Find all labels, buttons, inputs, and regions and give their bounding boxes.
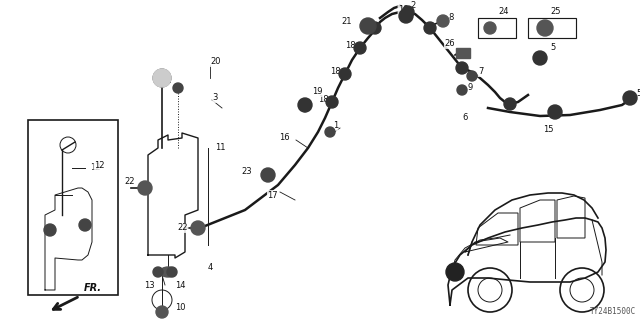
Circle shape (153, 69, 171, 87)
Circle shape (261, 168, 275, 182)
Circle shape (424, 22, 436, 34)
Circle shape (402, 6, 414, 18)
Text: 23: 23 (241, 167, 252, 177)
Circle shape (325, 127, 335, 137)
Circle shape (484, 22, 496, 34)
Text: 5: 5 (550, 44, 556, 52)
Text: 18: 18 (345, 42, 356, 51)
Text: 7: 7 (478, 68, 483, 76)
Text: 22: 22 (177, 223, 188, 233)
Text: 10: 10 (175, 303, 186, 313)
Text: 26: 26 (444, 39, 455, 49)
Text: 9: 9 (468, 84, 473, 92)
Bar (478, 18, 516, 38)
Text: 17: 17 (268, 190, 278, 199)
Polygon shape (456, 48, 470, 58)
Text: 24: 24 (498, 7, 509, 17)
Text: 15: 15 (543, 125, 553, 134)
Text: 22: 22 (125, 178, 135, 187)
Text: 18: 18 (330, 68, 340, 76)
Text: 16: 16 (280, 133, 290, 142)
Text: 12: 12 (90, 164, 100, 172)
Text: 18: 18 (318, 95, 328, 105)
Circle shape (44, 224, 56, 236)
Circle shape (298, 98, 312, 112)
Circle shape (191, 221, 205, 235)
Circle shape (339, 68, 351, 80)
Circle shape (173, 83, 183, 93)
Circle shape (537, 20, 553, 36)
Circle shape (369, 22, 381, 34)
Text: 14: 14 (175, 281, 186, 290)
Text: 21: 21 (342, 18, 352, 27)
Circle shape (167, 267, 177, 277)
Text: 18: 18 (398, 5, 408, 14)
Text: 1: 1 (333, 122, 338, 131)
Circle shape (79, 219, 91, 231)
Circle shape (138, 181, 152, 195)
Circle shape (360, 18, 376, 34)
Text: 8: 8 (448, 13, 453, 22)
Bar (28, 120, 118, 295)
Ellipse shape (160, 267, 176, 277)
Text: 20: 20 (210, 58, 221, 67)
Text: TY24B1500C: TY24B1500C (589, 307, 636, 316)
Text: 12: 12 (94, 161, 104, 170)
Text: 2: 2 (410, 2, 415, 11)
Text: 6: 6 (462, 114, 467, 123)
Text: 5: 5 (636, 90, 640, 99)
Text: 4: 4 (208, 263, 213, 273)
Circle shape (533, 51, 547, 65)
Circle shape (354, 42, 366, 54)
Circle shape (457, 85, 467, 95)
Bar (528, 18, 576, 38)
Text: FR.: FR. (84, 283, 102, 293)
Circle shape (548, 105, 562, 119)
Circle shape (467, 71, 477, 81)
Text: 19: 19 (312, 87, 323, 97)
Text: 11: 11 (215, 143, 225, 153)
Circle shape (437, 15, 449, 27)
Text: 3: 3 (212, 93, 218, 102)
Text: 13: 13 (145, 281, 155, 290)
Circle shape (153, 267, 163, 277)
Circle shape (504, 98, 516, 110)
Circle shape (456, 62, 468, 74)
Circle shape (326, 96, 338, 108)
Circle shape (623, 91, 637, 105)
Circle shape (156, 306, 168, 318)
Text: 25: 25 (550, 7, 561, 17)
Circle shape (399, 9, 413, 23)
Circle shape (446, 263, 464, 281)
